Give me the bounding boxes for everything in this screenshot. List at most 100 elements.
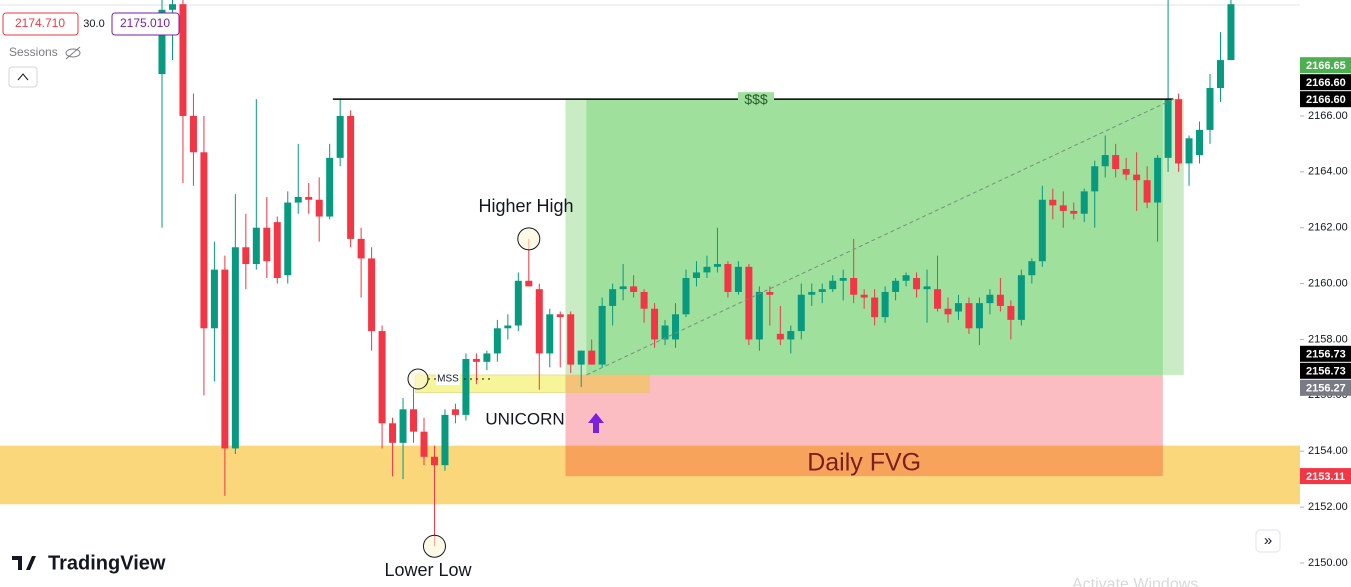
candle-body xyxy=(493,328,501,354)
ask-box[interactable] xyxy=(111,12,180,36)
candle-body xyxy=(1185,138,1193,164)
collapse-button[interactable] xyxy=(8,66,38,88)
candle-body xyxy=(546,314,554,354)
price-tag xyxy=(1300,345,1351,362)
candle-body xyxy=(210,269,218,329)
scroll-icon: » xyxy=(1264,532,1272,549)
price-tag xyxy=(1300,362,1351,379)
candle-body xyxy=(913,277,921,290)
bid: 2174.710 xyxy=(15,16,65,30)
candle-body xyxy=(420,431,428,457)
candle-body xyxy=(1216,60,1224,89)
price-tag-label: 2156.73 xyxy=(1306,349,1346,361)
position-target-zone xyxy=(586,99,1163,375)
price-tag-label: 2166.60 xyxy=(1306,77,1346,89)
candle-body xyxy=(368,258,376,332)
candle-body xyxy=(168,4,176,10)
brand: TradingView xyxy=(48,552,166,574)
candle-body xyxy=(179,4,187,116)
candle-body xyxy=(399,409,407,443)
price-tag xyxy=(1300,74,1351,91)
candle-body xyxy=(640,291,648,309)
price-tag-label: 2166.65 xyxy=(1306,60,1346,72)
candle-body xyxy=(410,409,418,432)
y-tick-label: 2158.00 xyxy=(1308,333,1348,345)
candle-body xyxy=(734,266,742,292)
ask: 2175.010 xyxy=(120,16,170,30)
candle-body xyxy=(158,9,166,75)
candle-body xyxy=(1133,174,1141,181)
candle-body xyxy=(954,303,962,312)
candle-body xyxy=(1206,88,1214,130)
header: 2174.710 30.0 2175.010 Sessions xyxy=(2,12,180,88)
target-label-bg xyxy=(738,92,774,107)
chevron xyxy=(17,73,29,81)
unicorn-label: UNICORN xyxy=(485,409,564,428)
price-tag xyxy=(1300,91,1351,108)
candle-body xyxy=(871,297,879,318)
candle-body xyxy=(588,350,596,365)
candle-body xyxy=(221,269,229,449)
candle-body xyxy=(273,222,281,278)
candle-body xyxy=(609,289,617,306)
candle-body xyxy=(326,157,334,217)
candle-body xyxy=(1038,199,1046,262)
candle-body xyxy=(441,414,449,466)
candle-body xyxy=(1028,261,1036,276)
price-tag xyxy=(1300,57,1351,74)
candle-body xyxy=(902,275,910,281)
mss-label: MSS xyxy=(437,374,459,385)
candle-body xyxy=(483,353,491,362)
candle-body xyxy=(787,331,795,340)
candle-body xyxy=(703,266,711,273)
unicorn-overlap xyxy=(565,374,650,393)
candle-body xyxy=(672,314,680,340)
candle-body xyxy=(755,291,763,340)
candle-body xyxy=(682,277,690,315)
candle-body xyxy=(808,291,816,295)
mss-bg xyxy=(436,373,460,385)
candle-body xyxy=(189,115,197,153)
candle-body xyxy=(1122,169,1130,175)
candle-body xyxy=(200,152,208,329)
y-tick-label: 2162.00 xyxy=(1308,222,1348,234)
candle-body xyxy=(1017,275,1025,320)
y-tick-label: 2160.00 xyxy=(1308,277,1348,289)
price-tag xyxy=(1300,468,1351,485)
candle-body xyxy=(766,291,774,295)
candle-body xyxy=(451,409,459,415)
candle-body xyxy=(1049,199,1057,206)
price-tag-label: 2166.60 xyxy=(1306,94,1346,106)
watermark: Activate Windows xyxy=(1072,576,1198,587)
candle-body xyxy=(818,289,826,292)
scroll-button[interactable] xyxy=(1255,529,1281,553)
logo: TradingView xyxy=(12,552,166,574)
spread: 30.0 xyxy=(83,18,104,30)
candle-body xyxy=(535,289,543,354)
candle-body xyxy=(525,280,533,287)
bid-box[interactable] xyxy=(2,12,79,36)
price-tag-label: 2153.11 xyxy=(1306,471,1345,483)
candle-body xyxy=(504,325,512,329)
fvg-overlap xyxy=(565,445,1163,477)
candle-body xyxy=(661,325,669,340)
price-tag xyxy=(1300,379,1351,396)
y-tick-label: 2152.00 xyxy=(1308,501,1348,513)
candle-body xyxy=(1059,205,1067,211)
candle-body xyxy=(357,238,365,259)
candle-body xyxy=(651,308,659,340)
candle-body xyxy=(1154,157,1162,203)
candle-body xyxy=(724,264,732,292)
candle-body xyxy=(305,196,313,200)
candle-body xyxy=(934,289,942,309)
candle-body xyxy=(892,280,900,292)
hh-circle xyxy=(517,227,541,251)
candle-body xyxy=(923,286,931,290)
sessions[interactable]: Sessions xyxy=(9,45,58,59)
candle-body xyxy=(1112,155,1120,170)
candle-body xyxy=(745,266,753,340)
eye-icon[interactable] xyxy=(65,46,81,60)
candle-body xyxy=(1070,210,1078,214)
candle-body xyxy=(776,333,784,340)
